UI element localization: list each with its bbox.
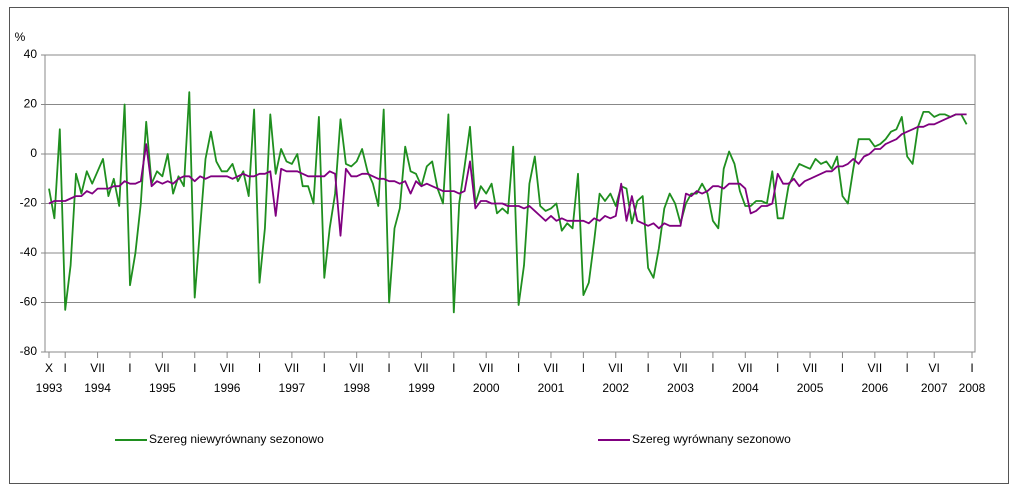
y-tick-label: 0: [30, 146, 37, 160]
x-year-label: 1996: [214, 381, 241, 395]
x-tick-label: I: [452, 361, 455, 375]
x-tick-label: VII: [285, 361, 300, 375]
legend-label: Szereg niewyrównany sezonowo: [149, 432, 324, 446]
x-tick-label: VII: [868, 361, 883, 375]
x-year-label: 1998: [343, 381, 370, 395]
x-tick-label: I: [776, 361, 779, 375]
x-tick-label: VII: [349, 361, 364, 375]
x-tick-label: VII: [155, 361, 170, 375]
x-year-label: 2007: [921, 381, 948, 395]
y-tick-label: -80: [20, 344, 38, 358]
x-tick-label: I: [323, 361, 326, 375]
x-tick-label: I: [193, 361, 196, 375]
x-year-label: 2004: [732, 381, 759, 395]
x-tick-label: I: [906, 361, 909, 375]
y-axis-label: %: [15, 30, 26, 44]
x-tick-label: I: [517, 361, 520, 375]
x-year-label: 2006: [861, 381, 888, 395]
y-tick-label: -60: [20, 295, 38, 309]
x-tick-label: VII: [544, 361, 559, 375]
series-line: [48, 113, 967, 237]
legend-label: Szereg wyrównany sezonowo: [632, 432, 791, 446]
y-tick-label: -40: [20, 245, 38, 259]
x-year-label: 1994: [84, 381, 111, 395]
x-year-label: 1997: [279, 381, 306, 395]
x-year-label: 2008: [959, 381, 986, 395]
x-year-label: 2001: [538, 381, 565, 395]
x-tick-label: I: [646, 361, 649, 375]
x-tick-label: I: [64, 361, 67, 375]
x-tick-label: VII: [479, 361, 494, 375]
x-tick-label: VII: [738, 361, 753, 375]
y-tick-label: 40: [24, 47, 38, 61]
x-year-label: 1995: [149, 381, 176, 395]
y-tick-label: 20: [24, 97, 38, 111]
x-tick-label: I: [128, 361, 131, 375]
x-tick-label: I: [970, 361, 973, 375]
x-tick-label: I: [387, 361, 390, 375]
y-tick-label: -20: [20, 196, 38, 210]
x-tick-label: I: [582, 361, 585, 375]
x-year-label: 2002: [602, 381, 629, 395]
series-line: [48, 91, 968, 314]
x-year-label: 2000: [473, 381, 500, 395]
x-tick-label: VII: [414, 361, 429, 375]
x-tick-label: VI: [929, 361, 940, 375]
x-tick-label: VII: [608, 361, 623, 375]
x-year-label: 1993: [36, 381, 63, 395]
x-year-label: 2003: [667, 381, 694, 395]
x-year-label: 1999: [408, 381, 435, 395]
x-tick-label: I: [841, 361, 844, 375]
x-tick-label: VII: [803, 361, 818, 375]
x-tick-label: VII: [673, 361, 688, 375]
x-tick-label: VII: [90, 361, 105, 375]
x-tick-label: VII: [220, 361, 235, 375]
x-tick-label: I: [711, 361, 714, 375]
x-year-label: 2005: [797, 381, 824, 395]
x-tick-label: I: [258, 361, 261, 375]
x-tick-label: X: [45, 361, 53, 375]
